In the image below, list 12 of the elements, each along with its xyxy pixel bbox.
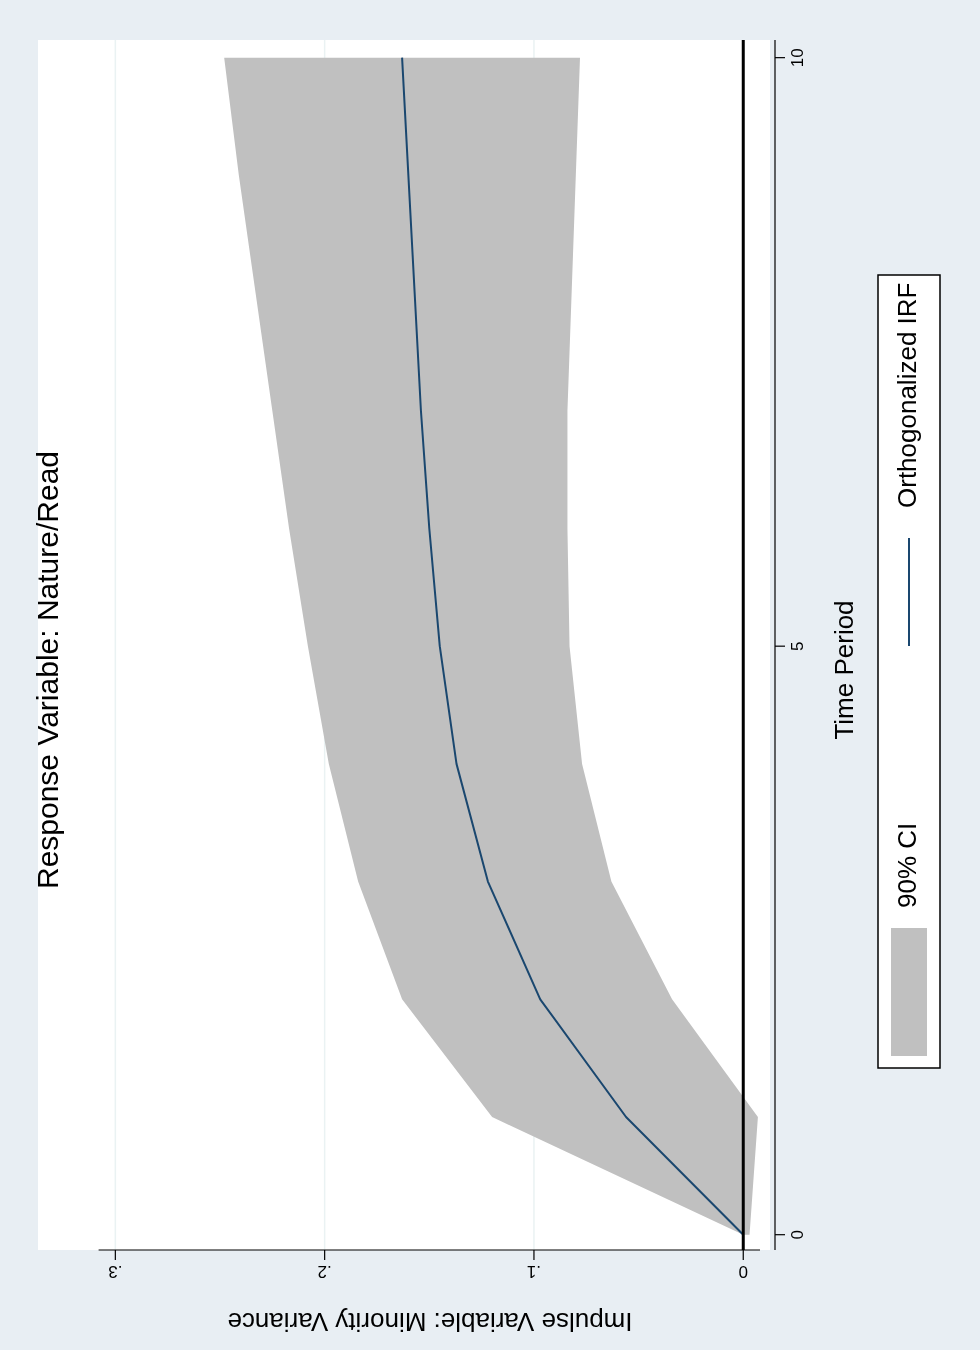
x-tick-label: .1	[526, 1261, 542, 1281]
text: 90% CI	[891, 822, 922, 908]
text: Orthogonalized IRF	[891, 282, 922, 508]
x-tick-label: 0	[738, 1261, 748, 1281]
x-axis-title: Impulse Variable: Minority Variance	[227, 1307, 633, 1338]
y-tick-label: 5	[788, 641, 807, 651]
x-tick-label: .2	[317, 1261, 332, 1281]
y-axis-title: Time Period	[829, 600, 859, 740]
y-tick-label: 10	[788, 48, 807, 68]
text: Response Variable: Nature/Read	[31, 450, 64, 890]
y-tick-label: 0	[788, 1229, 807, 1240]
x-tick-label: .3	[108, 1261, 123, 1281]
